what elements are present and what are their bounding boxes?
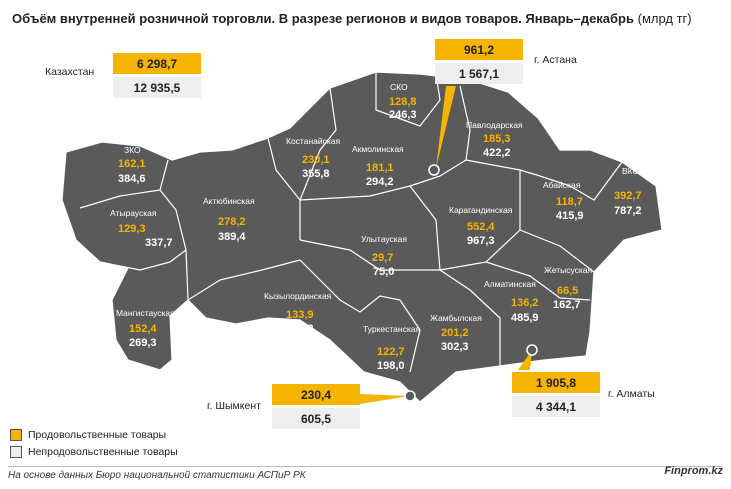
kazakhstan-food-box: 6 298,7 (113, 53, 201, 74)
region-non-value: 246,3 (389, 109, 417, 121)
region-non-value: 355,8 (302, 168, 330, 180)
border-aktobe-kostanay (267, 137, 301, 240)
region-name: Акмолинская (352, 144, 404, 154)
border-ulytau (299, 185, 441, 271)
legend-food-label: Продовольственные товары (28, 429, 167, 441)
region-name: Жетысуская (544, 265, 593, 275)
region-food-value: 392,7 (614, 190, 642, 202)
almaty-food-box: 1 905,8 (512, 372, 600, 393)
legend-food: Продовольственные товары (10, 429, 166, 441)
region-name: Костанайская (286, 136, 341, 146)
title-main: Объём внутренней розничной торговли. В р… (12, 11, 634, 26)
region-food-value: 136,2 (511, 297, 539, 309)
region-name: Кызылординская (264, 291, 332, 301)
astana-food-box: 961,2 (435, 39, 523, 60)
region-name: ЗКО (124, 145, 141, 155)
region-non-value: 384,6 (118, 173, 146, 185)
border-zhambyl-almaty (439, 269, 501, 366)
region-name: Жамбылская (430, 313, 482, 323)
region-name: Актюбинская (203, 196, 255, 206)
map-outline (61, 71, 663, 403)
region-non-value: 269,3 (129, 337, 157, 349)
region-non-value: 337,7 (145, 237, 173, 249)
kazakhstan-label: Казахстан (45, 66, 95, 78)
border-sko (375, 72, 441, 127)
region-food-value: 118,7 (556, 196, 583, 208)
astana-non-box: 1 567,1 (435, 63, 523, 84)
legend-non: Непродовольственные товары (10, 446, 178, 458)
border-almaty-zhetysu (485, 261, 591, 301)
almaty-marker (526, 344, 538, 356)
region-name: Улытауская (361, 234, 407, 244)
region-non-value: 75,0 (373, 266, 395, 278)
shymkent-food-box: 230,4 (272, 384, 360, 405)
border-zko-atyrau (79, 159, 169, 209)
region-non-value: 302,3 (441, 341, 469, 353)
kazakhstan-non-box: 12 935,5 (113, 77, 201, 98)
astana-label: г. Астана (534, 54, 577, 66)
region-name: Алматинская (484, 279, 536, 289)
region-food-value: 230,1 (302, 154, 330, 166)
region-name: Туркестанская (363, 324, 421, 334)
almaty-non-box: 4 344,1 (512, 396, 600, 417)
legend-non-swatch (10, 446, 22, 458)
border-atyrau-mangystau (99, 249, 187, 271)
region-name: СКО (390, 82, 408, 92)
region-food-value: 201,2 (441, 327, 469, 339)
astana-connector (436, 86, 456, 168)
region-food-value: 278,2 (218, 216, 246, 228)
almaty-connector (518, 350, 532, 370)
region-food-value: 133,9 (286, 309, 314, 321)
astana-marker (428, 164, 440, 176)
region-non-value: 325,2 (286, 323, 314, 335)
border-turkestan-zhambyl (399, 299, 421, 373)
region-food-value: 185,3 (483, 133, 511, 145)
source-note: На основе данных Бюро национальной стати… (8, 470, 306, 481)
border-west-aktobe (159, 189, 189, 301)
region-name: Карагандинская (449, 205, 513, 215)
title-unit: (млрд тг) (637, 11, 692, 26)
region-non-value: 415,9 (556, 210, 584, 222)
border-aktobe-kyzylorda (187, 259, 301, 301)
border-kyzylorda-turkestan (299, 259, 401, 313)
region-non-value: 198,0 (377, 360, 405, 372)
region-non-value: 389,4 (218, 231, 246, 243)
shymkent-connector (360, 394, 410, 404)
region-food-value: 162,1 (118, 158, 146, 170)
footer-divider (8, 466, 723, 467)
region-non-value: 485,9 (511, 312, 539, 324)
brand-logo: Finprom.kz (664, 465, 723, 477)
region-name: Абайская (543, 180, 581, 190)
border-kostanay-akmola (299, 87, 337, 201)
region-food-value: 181,1 (366, 162, 394, 174)
region-name: Мангистауская (116, 308, 175, 318)
legend-food-swatch (10, 429, 22, 441)
region-food-value: 29,7 (372, 252, 394, 264)
region-food-value: 552,4 (467, 221, 495, 233)
page-title: Объём внутренней розничной торговли. В р… (12, 11, 692, 26)
region-food-value: 122,7 (377, 346, 405, 358)
shymkent-non-box: 605,5 (272, 408, 360, 429)
almaty-label: г. Алматы (608, 388, 655, 400)
region-non-value: 294,2 (366, 176, 394, 188)
border-abay-south (519, 229, 595, 273)
region-food-value: 152,4 (129, 323, 157, 335)
border-pavlodar (459, 85, 541, 177)
shymkent-marker (404, 390, 416, 402)
region-food-value: 66,5 (557, 285, 579, 297)
region-non-value: 787,2 (614, 205, 642, 217)
region-name: ВКО (622, 166, 640, 176)
border-abay (539, 161, 623, 201)
region-name: Атырауская (110, 208, 157, 218)
region-non-value: 967,3 (467, 235, 495, 247)
region-food-value: 129,3 (118, 223, 146, 235)
region-food-value: 128,8 (389, 96, 417, 108)
legend-non-label: Непродовольственные товары (28, 446, 178, 458)
shymkent-label: г. Шымкент (207, 400, 261, 412)
region-non-value: 422,2 (483, 147, 511, 159)
border-karaganda-east (439, 170, 521, 271)
region-non-value: 162,7 (553, 299, 581, 311)
region-name: Павлодарская (466, 120, 523, 130)
